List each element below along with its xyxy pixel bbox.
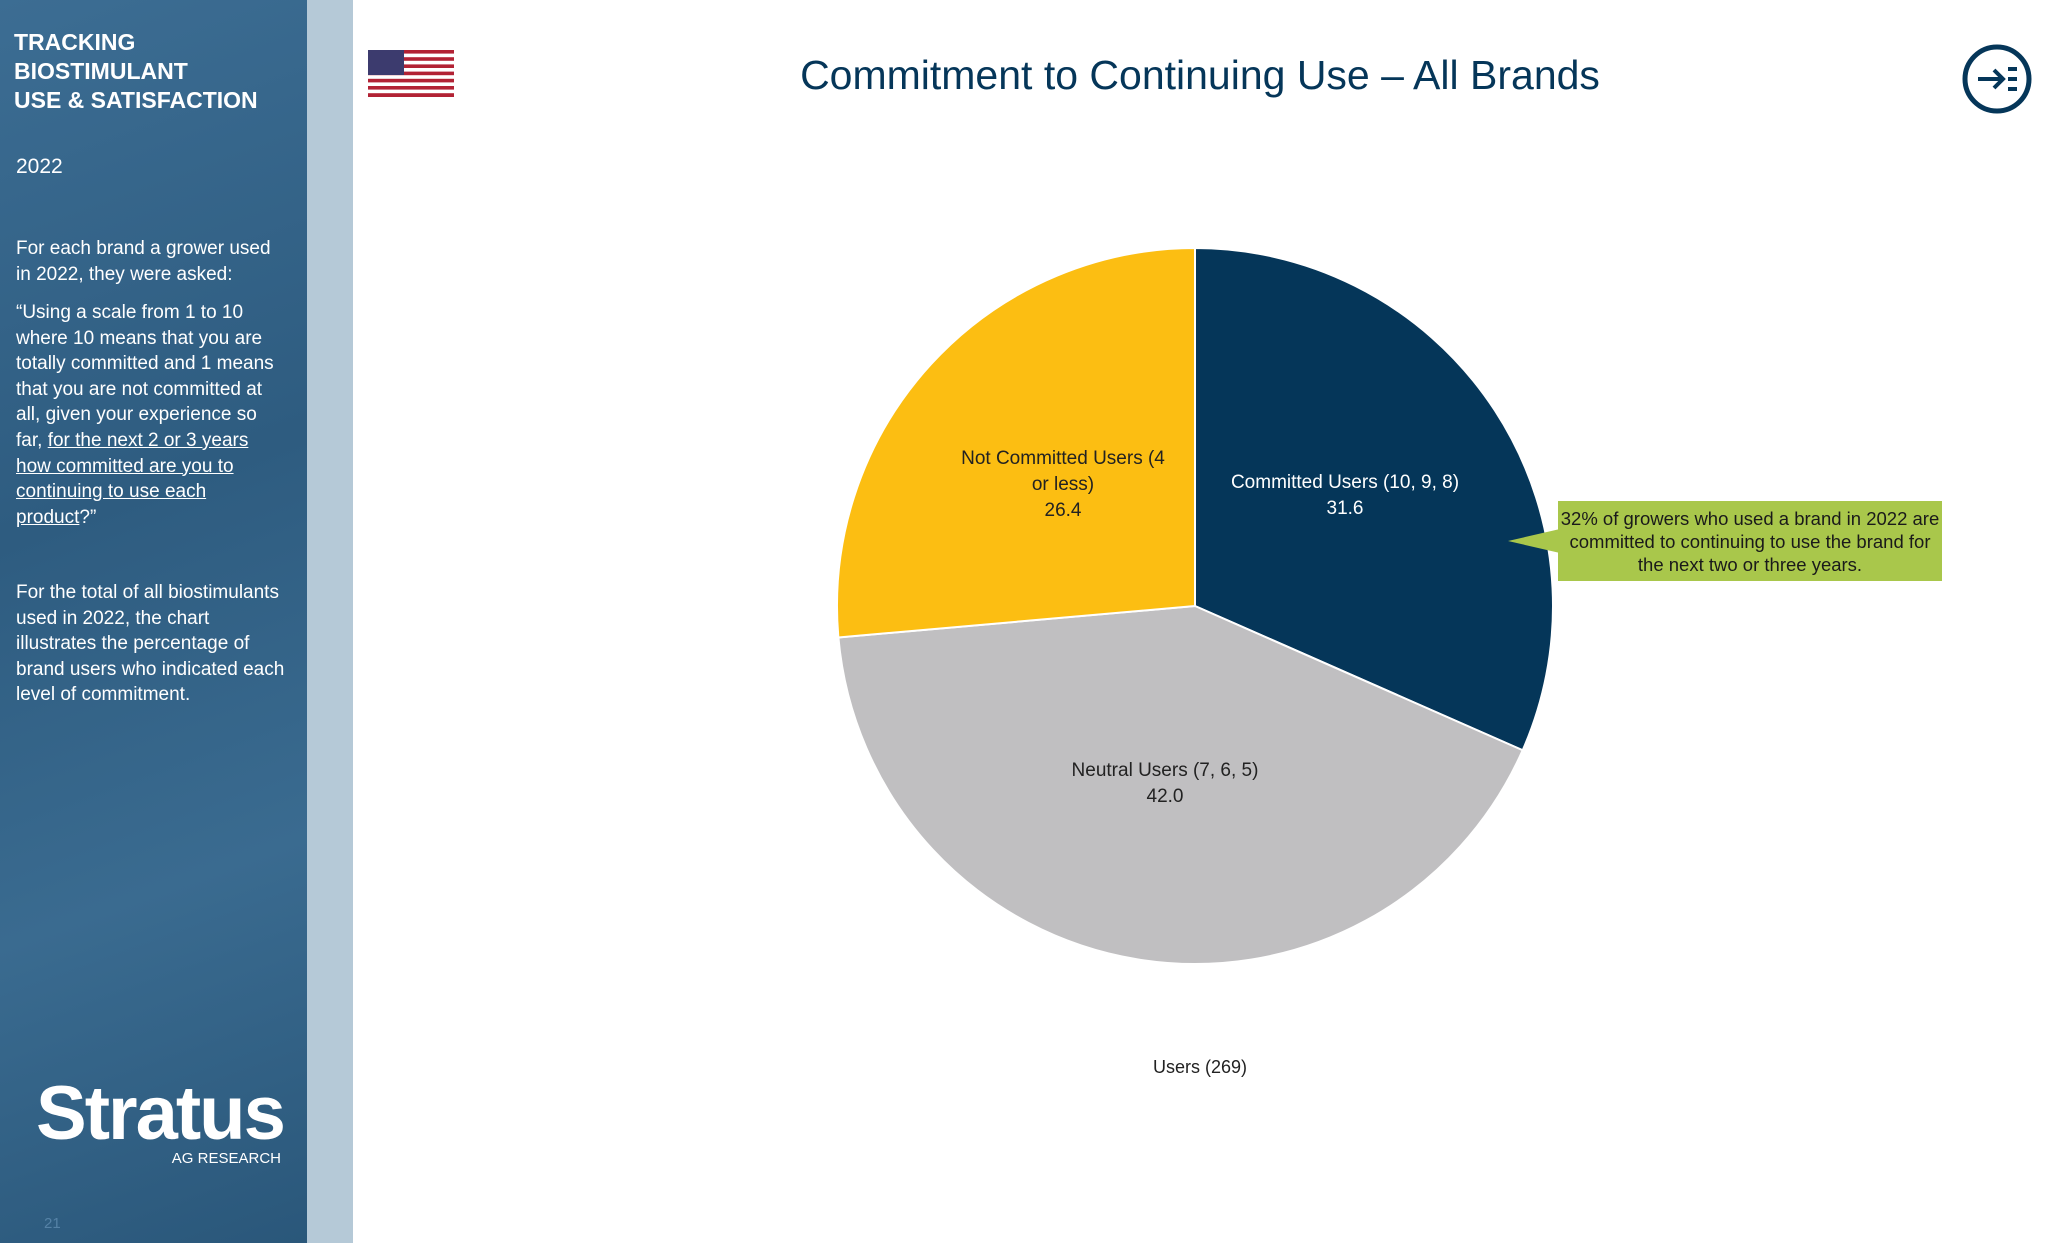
intro: For each brand a grower used in 2022, th… — [16, 238, 271, 285]
logo-sub: AG RESEARCH — [171, 1150, 281, 1167]
callout-pointer — [1508, 529, 1560, 553]
question: “Using a scale from 1 to 10 where 10 mea… — [16, 300, 286, 530]
slice-label: Committed Users (10, 9, 8) 31.6 — [1230, 470, 1460, 522]
pie-slice — [1194, 246, 1554, 752]
slice-value: 42.0 — [1146, 786, 1184, 807]
us-flag — [368, 50, 454, 97]
sidebar-strip — [307, 0, 353, 1243]
sidebar-title: BIOSTIMULANT — [14, 58, 188, 84]
sidebar: TRACKING BIOSTIMULANT USE & SATISFACTION… — [0, 0, 307, 1243]
slice-label: Not Committed Users (4 or less) 26.4 — [958, 446, 1168, 524]
year: 2022 — [16, 155, 63, 178]
question-text: “Using a scale from 1 to 10 where 10 mea… — [16, 302, 274, 451]
pie-slice — [837, 604, 1524, 965]
slice-label: Neutral Users (7, 6, 5) 42.0 — [1035, 758, 1295, 810]
menu-button[interactable] — [1960, 42, 2034, 116]
slice-value: 26.4 — [1044, 500, 1082, 521]
sidebar-title: TRACKING — [14, 29, 136, 55]
note: For the total of all biostimulants used … — [16, 582, 285, 706]
page-number: 21 — [44, 1215, 61, 1232]
slice-name: Committed Users (10, 9, 8) — [1230, 472, 1460, 493]
slice-name: Not Committed Users (4 or less) — [961, 448, 1165, 495]
pie-slice — [836, 246, 1196, 639]
logo: Stratus — [36, 1071, 286, 1156]
annotation-text: 32% of growers who used a brand in 2022 … — [1560, 507, 1940, 575]
x-label: Users (269) — [1152, 1057, 1248, 1077]
chart-title: Commitment to Continuing Use – All Brand… — [800, 52, 1600, 98]
slice-value: 31.6 — [1326, 498, 1364, 519]
sidebar-title: USE & SATISFACTION — [14, 87, 258, 113]
question-text: ?” — [79, 506, 97, 528]
question-emphasis: for the next 2 or 3 years how committed … — [16, 429, 249, 528]
slice-name: Neutral Users (7, 6, 5) — [1071, 760, 1259, 781]
annotation: 32% of growers who used a brand in 2022 … — [1558, 501, 1942, 581]
